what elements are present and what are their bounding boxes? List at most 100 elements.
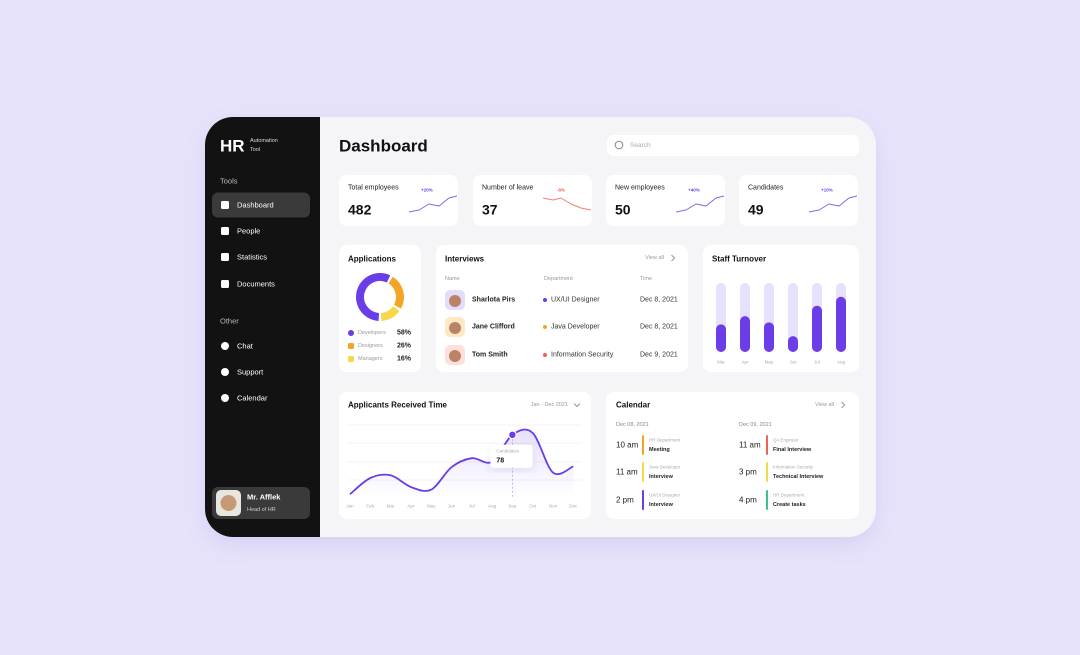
nav-icon[interactable] xyxy=(221,201,229,209)
event-marker xyxy=(766,435,768,455)
stat-value: 49 xyxy=(748,202,764,218)
user-role: Head of HR xyxy=(247,507,276,513)
legend-label: Managers xyxy=(358,356,383,362)
donut-segment xyxy=(380,306,400,321)
legend-value: 58% xyxy=(397,330,412,337)
interview-time: Dec 8, 2021 xyxy=(640,297,678,304)
column-header: Department xyxy=(544,276,573,282)
person-name: Sharlota Pirs xyxy=(472,297,515,304)
stat-value: 482 xyxy=(348,202,372,218)
bar xyxy=(788,336,798,352)
bar xyxy=(716,324,726,352)
view-all-link[interactable]: View all xyxy=(645,255,664,261)
nav-item[interactable]: Statistics xyxy=(237,253,267,262)
applicants-card xyxy=(339,392,591,519)
bar-track xyxy=(788,283,798,352)
stat-label: Candidates xyxy=(748,185,784,192)
person-avatar-face xyxy=(449,295,461,307)
stat-card xyxy=(606,175,725,226)
column-header: Name xyxy=(445,276,460,282)
department-dot xyxy=(543,325,547,329)
bar xyxy=(812,305,822,352)
event-department: Java Developer xyxy=(649,465,681,470)
x-tick-label: Apr xyxy=(741,360,749,365)
card-title: Applicants Received Time xyxy=(348,401,448,410)
stat-change: +10% xyxy=(821,188,833,193)
dropdown-icon[interactable] xyxy=(573,403,581,408)
person-name: Tom Smith xyxy=(472,352,508,359)
nav-item[interactable]: People xyxy=(237,227,260,236)
card-title: Calendar xyxy=(616,401,650,410)
event-time: 3 pm xyxy=(739,468,757,477)
view-all-link[interactable]: View all xyxy=(815,402,834,408)
event-marker xyxy=(766,490,768,510)
staff-turnover-card xyxy=(703,245,859,372)
legend-label: Developers xyxy=(358,330,386,336)
x-tick-label: Aug xyxy=(488,504,497,509)
nav-icon[interactable] xyxy=(221,368,229,376)
stat-card xyxy=(739,175,858,226)
stat-value: 50 xyxy=(615,202,631,218)
x-tick-label: May xyxy=(427,504,436,509)
legend-swatch xyxy=(348,356,354,362)
x-tick-label: May xyxy=(765,360,774,365)
nav-icon[interactable] xyxy=(221,342,229,350)
tooltip-value: 78 xyxy=(496,457,504,464)
logo-subtitle: Tool xyxy=(250,147,260,153)
sidebar xyxy=(205,117,320,537)
x-tick-label: Mar xyxy=(387,504,395,509)
legend-swatch xyxy=(348,330,354,336)
bar xyxy=(764,322,774,352)
x-tick-label: Sep xyxy=(508,504,517,509)
column-header: Time xyxy=(640,276,652,282)
tooltip xyxy=(490,444,533,468)
donut-segment xyxy=(388,276,404,309)
interviews-card xyxy=(436,245,688,372)
nav-icon[interactable] xyxy=(221,394,229,402)
event-time: 4 pm xyxy=(739,496,757,505)
event-department: QA Engineer xyxy=(773,438,799,443)
card-title: Applications xyxy=(348,255,397,264)
nav-section-title: Tools xyxy=(220,177,238,186)
calendar-date: Dec 09, 2021 xyxy=(739,422,772,428)
user-avatar-face xyxy=(220,495,237,511)
chevron-icon[interactable] xyxy=(841,401,846,409)
interview-time: Dec 9, 2021 xyxy=(640,352,678,359)
nav-section-title: Other xyxy=(220,317,239,326)
range-selector[interactable]: Jan - Dec 2021 xyxy=(531,402,568,408)
event-department: HR Department xyxy=(649,438,681,443)
nav-active-bg[interactable] xyxy=(212,192,310,218)
page-title: Dashboard xyxy=(339,137,428,156)
nav-item[interactable]: Dashboard xyxy=(237,201,274,210)
nav-item[interactable]: Documents xyxy=(237,280,275,289)
calendar-card xyxy=(606,392,859,519)
event-department: HR Department xyxy=(773,493,805,498)
x-tick-label: Jun xyxy=(789,360,797,365)
x-tick-label: Jul xyxy=(469,504,475,509)
card-title: Staff Turnover xyxy=(712,255,766,264)
donut-segment xyxy=(356,273,391,321)
nav-icon[interactable] xyxy=(221,280,229,288)
nav-icon[interactable] xyxy=(221,253,229,261)
x-tick-label: Feb xyxy=(366,504,374,509)
stat-value: 37 xyxy=(482,202,498,218)
department-dot xyxy=(543,353,547,357)
nav-item[interactable]: Chat xyxy=(237,342,254,351)
stat-change: -8% xyxy=(557,188,565,193)
logo-subtitle: Automation xyxy=(250,138,278,144)
nav-item[interactable]: Support xyxy=(237,368,264,377)
x-tick-label: Jan xyxy=(346,504,354,509)
x-tick-label: Jul xyxy=(814,360,820,365)
nav-item[interactable]: Calendar xyxy=(237,394,268,403)
stat-card xyxy=(339,175,458,226)
event-marker xyxy=(642,462,644,482)
search-box[interactable] xyxy=(607,135,859,156)
search-placeholder[interactable]: Search xyxy=(630,142,651,149)
nav-icon[interactable] xyxy=(221,227,229,235)
event-time: 11 am xyxy=(616,468,638,477)
department: Information Security xyxy=(551,352,614,359)
chevron-icon[interactable] xyxy=(671,254,676,262)
x-tick-label: Dec xyxy=(569,504,578,509)
line-series xyxy=(349,428,574,495)
